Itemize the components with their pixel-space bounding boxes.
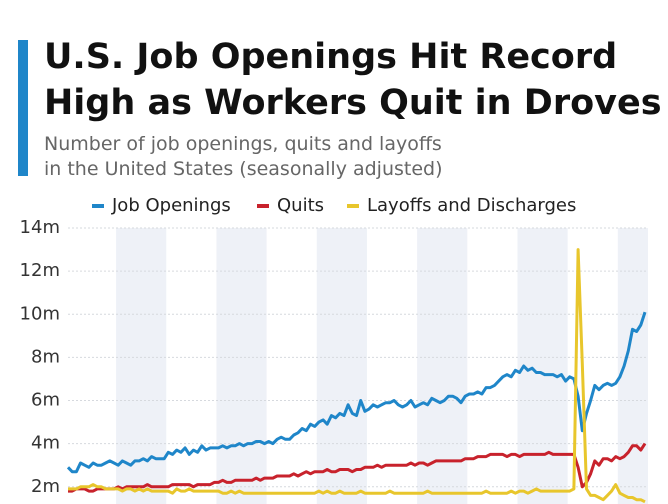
- y-tick-label: 14m: [20, 217, 60, 238]
- legend-label: Layoffs and Discharges: [367, 195, 576, 216]
- legend-label: Quits: [277, 195, 324, 216]
- series-line: [66, 311, 647, 474]
- y-tick-label: 2m: [31, 476, 60, 497]
- y-tick-label: 12m: [20, 260, 60, 281]
- band: [417, 228, 468, 504]
- band: [216, 228, 267, 504]
- y-tick-label: 10m: [20, 303, 60, 324]
- band: [517, 228, 568, 504]
- chart-title: U.S. Job Openings Hit Record: [44, 37, 617, 77]
- y-tick-label: 4m: [31, 433, 60, 454]
- band: [617, 228, 648, 504]
- chart-title: High as Workers Quit in Droves: [44, 83, 662, 123]
- series-line: [68, 442, 647, 493]
- accent-bar: [18, 40, 28, 176]
- y-tick-label: 6m: [31, 390, 60, 411]
- y-tick-label: 8m: [31, 346, 60, 367]
- year-bands: [116, 228, 648, 504]
- band: [316, 228, 367, 504]
- legend-label: Job Openings: [111, 195, 231, 216]
- chart-subtitle: Number of job openings, quits and layoff…: [44, 133, 442, 155]
- chart-subtitle: in the United States (seasonally adjuste…: [44, 158, 443, 180]
- series-line: [68, 248, 646, 504]
